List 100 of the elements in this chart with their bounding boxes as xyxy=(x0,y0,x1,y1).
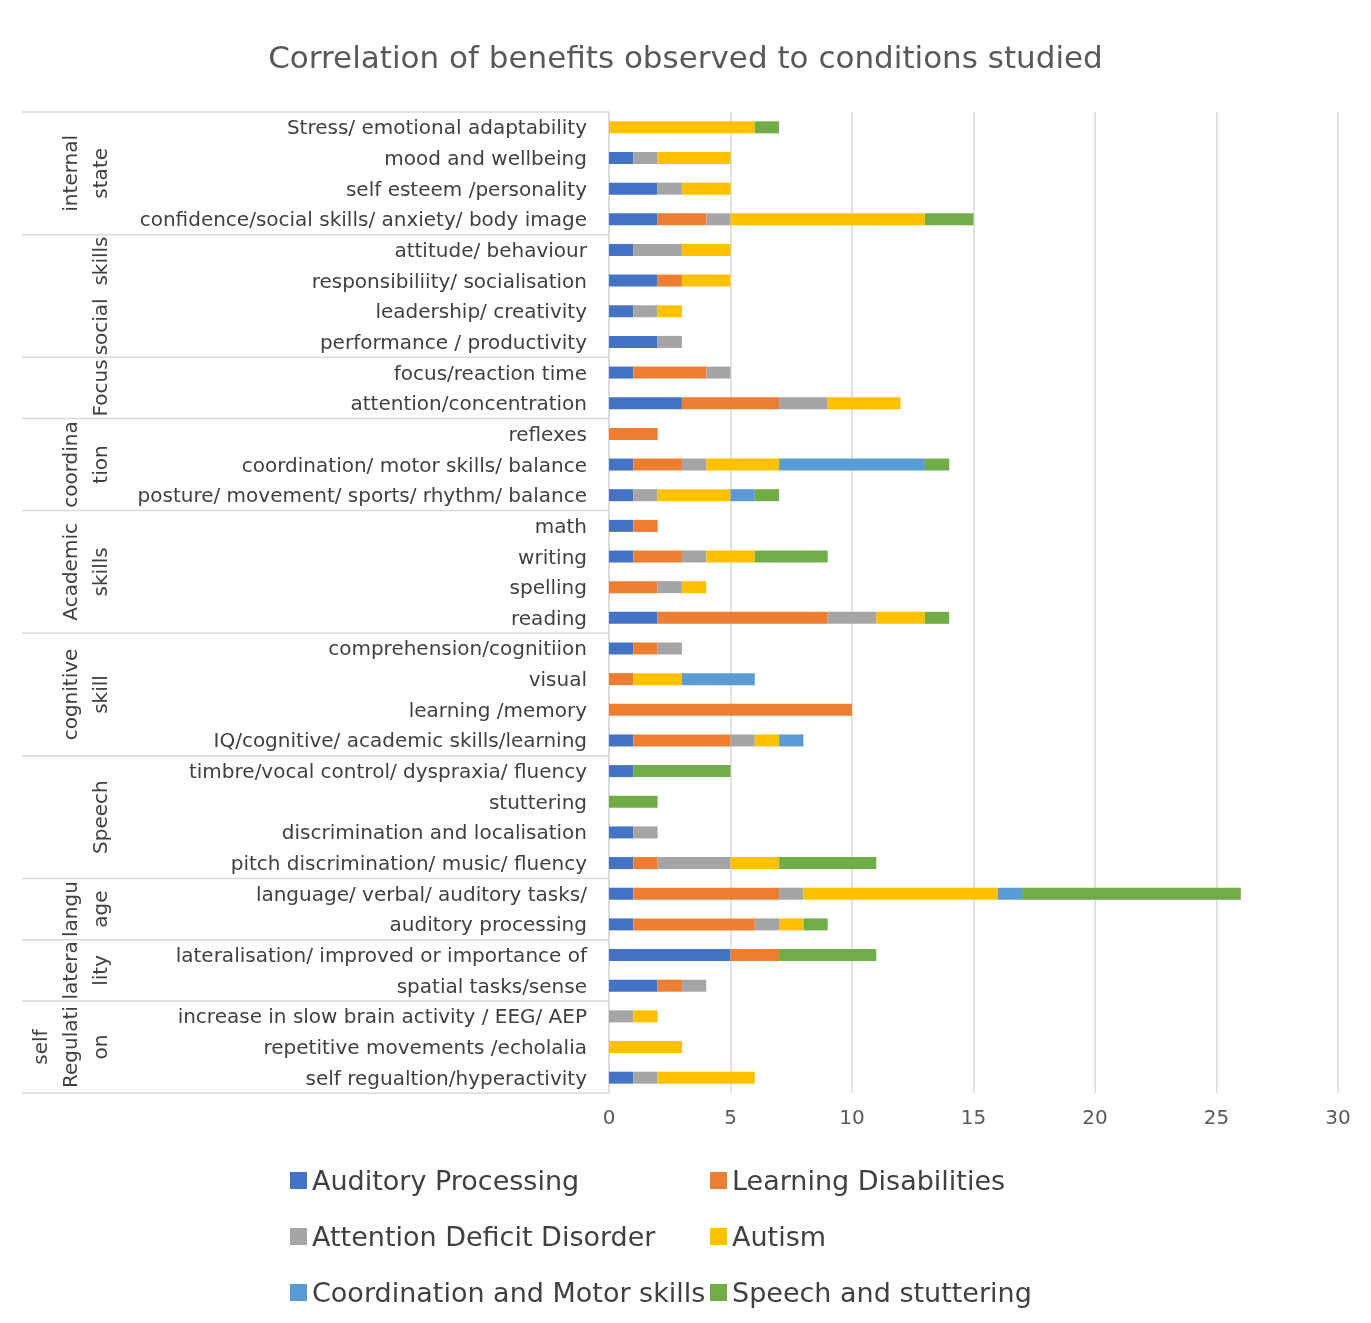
bar xyxy=(730,857,780,870)
bar xyxy=(924,458,950,471)
y-tick-label: confidence/social skills/ anxiety/ body image xyxy=(139,207,587,232)
bar xyxy=(730,734,755,747)
bar xyxy=(803,887,998,900)
bar xyxy=(609,1010,634,1023)
bar xyxy=(657,305,682,318)
bar xyxy=(754,489,780,502)
bar xyxy=(633,734,731,747)
bar xyxy=(633,918,755,931)
bar xyxy=(609,887,634,900)
bar xyxy=(657,611,828,624)
bar xyxy=(827,397,901,410)
bar xyxy=(779,949,877,962)
bar xyxy=(730,489,755,502)
legend-label: Coordination and Motor skills xyxy=(312,1277,706,1308)
bar xyxy=(609,489,634,502)
bar xyxy=(609,397,682,410)
legend-label: Speech and stuttering xyxy=(732,1277,1032,1308)
bar xyxy=(609,427,658,440)
bar xyxy=(827,611,877,624)
bar xyxy=(779,458,925,471)
bar xyxy=(681,458,707,471)
bar xyxy=(609,826,634,839)
bar xyxy=(730,213,925,226)
bar xyxy=(681,182,731,195)
bar xyxy=(633,1071,658,1084)
bar xyxy=(681,581,707,594)
bar xyxy=(609,581,658,594)
y-tick-label: writing xyxy=(518,544,587,569)
bar xyxy=(633,366,707,379)
bar xyxy=(706,366,731,379)
y-tick-label: self regualtion/hyperactivity xyxy=(305,1065,588,1090)
y-tick-label: stuttering xyxy=(488,789,587,814)
y-tick-label: comprehension/cognitiion xyxy=(328,636,587,661)
bar xyxy=(609,151,634,164)
y-tick-label: auditory processing xyxy=(389,912,587,937)
bar xyxy=(681,274,731,287)
bar xyxy=(754,550,828,563)
text: langu age xyxy=(58,881,112,937)
y-tick-label: repetitive movements /echolalia xyxy=(263,1035,587,1060)
text: Academic skills xyxy=(58,523,112,621)
bar xyxy=(609,918,634,931)
text: social skills xyxy=(88,236,112,356)
bar xyxy=(609,857,634,870)
bar xyxy=(609,213,658,226)
bar xyxy=(681,243,731,256)
bar xyxy=(609,366,634,379)
y-tick-label: visual xyxy=(528,667,587,692)
bar xyxy=(633,458,682,471)
bar xyxy=(657,151,731,164)
x-tick-label: 10 xyxy=(839,1105,865,1129)
bar xyxy=(633,519,658,532)
bar xyxy=(609,734,634,747)
bar xyxy=(609,979,658,992)
x-tick-label: 20 xyxy=(1082,1105,1108,1129)
bar xyxy=(657,182,682,195)
bar xyxy=(754,918,780,931)
text: Focus xyxy=(88,359,112,417)
bar xyxy=(997,887,1023,900)
bar xyxy=(657,335,682,348)
legend-label: Attention Deficit Disorder xyxy=(312,1221,657,1252)
bar xyxy=(609,611,658,624)
bar xyxy=(681,979,707,992)
bar xyxy=(633,673,682,686)
bar xyxy=(633,1010,658,1023)
x-tick-label: 30 xyxy=(1325,1105,1351,1129)
y-tick-label: reflexes xyxy=(508,421,587,446)
bar xyxy=(633,887,780,900)
bar xyxy=(754,734,780,747)
bar xyxy=(730,949,780,962)
bar xyxy=(681,550,707,563)
bar xyxy=(633,151,658,164)
text: cognitive skill xyxy=(58,648,112,741)
bar xyxy=(706,458,780,471)
bar xyxy=(633,765,731,778)
bar xyxy=(633,489,658,502)
legend-label: Learning Disabilities xyxy=(732,1165,1006,1196)
x-tick-label: 25 xyxy=(1203,1105,1230,1129)
bar xyxy=(633,305,658,318)
x-tick-label: 15 xyxy=(960,1105,987,1129)
y-tick-label: leadership/ creativity xyxy=(375,299,588,324)
bar xyxy=(609,243,634,256)
y-tick-label: coordination/ motor skills/ balance xyxy=(241,452,587,477)
y-tick-label: spelling xyxy=(509,575,587,600)
y-tick-label: learning /memory xyxy=(408,697,588,722)
bar xyxy=(633,243,682,256)
bar xyxy=(609,519,634,532)
y-tick-label: self esteem /personality xyxy=(345,176,588,201)
y-tick-label: posture/ movement/ sports/ rhythm/ balance xyxy=(137,483,587,508)
bar xyxy=(779,918,804,931)
y-tick-label: attention/concentration xyxy=(350,391,587,416)
y-tick-label: responsibiliity/ socialisation xyxy=(311,268,587,293)
y-tick-label: reading xyxy=(511,605,587,630)
y-tick-label: mood and wellbeing xyxy=(384,145,587,170)
bar xyxy=(681,397,780,410)
bar xyxy=(657,1071,755,1084)
bar xyxy=(754,121,780,134)
legend-label: Auditory Processing xyxy=(312,1165,580,1196)
bar xyxy=(609,642,634,655)
